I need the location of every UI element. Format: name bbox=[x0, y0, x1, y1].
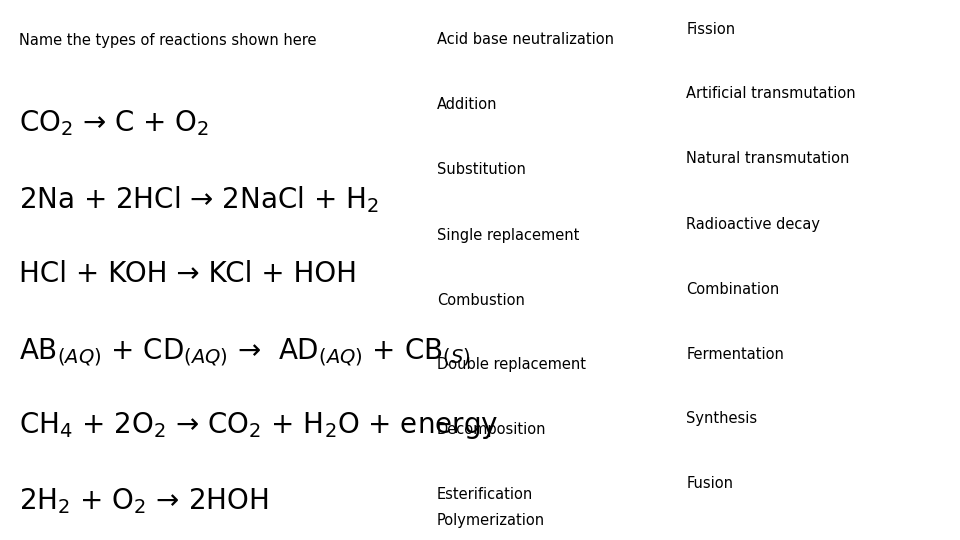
Text: Name the types of reactions shown here: Name the types of reactions shown here bbox=[19, 33, 317, 49]
Text: 2Na + 2HCl → 2NaCl + H$_2$: 2Na + 2HCl → 2NaCl + H$_2$ bbox=[19, 185, 379, 215]
Text: CH$_4$ + 2O$_2$ → CO$_2$ + H$_2$O + energy: CH$_4$ + 2O$_2$ → CO$_2$ + H$_2$O + ener… bbox=[19, 410, 498, 441]
Text: Substitution: Substitution bbox=[437, 162, 526, 177]
Text: Artificial transmutation: Artificial transmutation bbox=[686, 86, 856, 102]
Text: Fusion: Fusion bbox=[686, 476, 733, 491]
Text: Addition: Addition bbox=[437, 97, 497, 112]
Text: Combination: Combination bbox=[686, 282, 780, 297]
Text: Fermentation: Fermentation bbox=[686, 347, 784, 362]
Text: 2H$_2$ + O$_2$ → 2HOH: 2H$_2$ + O$_2$ → 2HOH bbox=[19, 486, 269, 516]
Text: Decomposition: Decomposition bbox=[437, 422, 546, 437]
Text: HCl + KOH → KCl + HOH: HCl + KOH → KCl + HOH bbox=[19, 260, 357, 288]
Text: Synthesis: Synthesis bbox=[686, 411, 757, 427]
Text: Combustion: Combustion bbox=[437, 293, 525, 308]
Text: Polymerization: Polymerization bbox=[437, 512, 545, 528]
Text: CO$_2$ → C + O$_2$: CO$_2$ → C + O$_2$ bbox=[19, 108, 209, 138]
Text: Natural transmutation: Natural transmutation bbox=[686, 151, 850, 166]
Text: Esterification: Esterification bbox=[437, 487, 533, 502]
Text: Fission: Fission bbox=[686, 22, 735, 37]
Text: AB$_{(AQ)}$ + CD$_{(AQ)}$ →  AD$_{(AQ)}$ + CB$_{(S)}$: AB$_{(AQ)}$ + CD$_{(AQ)}$ → AD$_{(AQ)}$ … bbox=[19, 336, 470, 368]
Text: Single replacement: Single replacement bbox=[437, 228, 579, 243]
Text: Double replacement: Double replacement bbox=[437, 357, 586, 373]
Text: Acid base neutralization: Acid base neutralization bbox=[437, 32, 613, 48]
Text: Radioactive decay: Radioactive decay bbox=[686, 217, 821, 232]
